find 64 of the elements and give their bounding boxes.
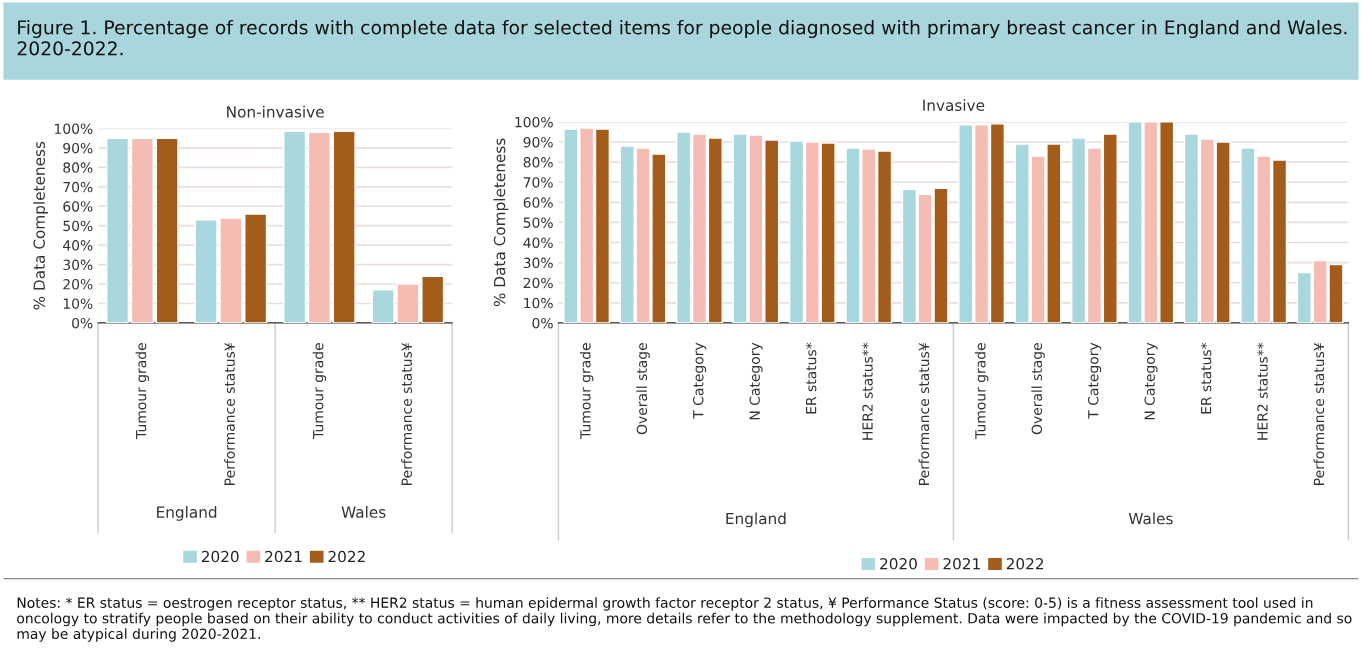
- y-tick-label: 30%: [523, 257, 553, 269]
- y-tick-label: 0%: [72, 317, 93, 329]
- x-tick-label: ER status*: [1200, 342, 1212, 414]
- x-tick-label: Tumour grade: [135, 343, 150, 439]
- text: Wales: [341, 506, 386, 518]
- y-tick-label: 90%: [523, 136, 553, 148]
- y-tick-label: 100%: [55, 123, 93, 134]
- y-tick-label: 0%: [532, 317, 553, 329]
- x-tick-label: Overall stage: [636, 343, 650, 435]
- chart-title: Invasive: [923, 99, 985, 112]
- y-tick-label: 80%: [523, 157, 553, 168]
- y-tick-label: 10%: [524, 297, 553, 309]
- y-axis-title: % Data Completeness: [33, 141, 48, 310]
- x-tick-label: ER status*: [805, 342, 817, 414]
- x-tick-label: Overall stage: [1031, 343, 1045, 435]
- y-axis-title: % Data Completeness: [493, 138, 509, 307]
- bar: [105, 137, 130, 323]
- y-tick-label: 60%: [63, 201, 93, 212]
- y-tick-label: 80%: [63, 162, 93, 173]
- x-tick-label: Performance status¥: [401, 342, 412, 485]
- y-tick-label: 40%: [63, 240, 93, 251]
- text: Notes: * ER status = oestrogen receptor status, ** HER2 status = human epidermal growth factor receptor 2 status, ¥ Performance Status (score: 0-5) is a fitness assessment tool used in oncology to stratify people based on their ability to conduct activities of daily living, more details refer to the methodology supplement. Data were impacted by the COVID-19 pandemic and so may be atypical during 2020-2021.: [17, 597, 1352, 642]
- chart-title: Non-invasive: [227, 105, 324, 118]
- y-tick-label: 20%: [63, 279, 93, 290]
- bar: [130, 137, 154, 323]
- legend-label: 2022: [328, 550, 365, 563]
- bar: [283, 130, 307, 323]
- bar: [421, 275, 445, 323]
- y-tick-label: 30%: [63, 259, 93, 271]
- x-tick-label: Performance status¥: [224, 342, 235, 485]
- y-tick-label: 70%: [523, 177, 553, 188]
- x-tick-label: Tumour grade: [579, 343, 594, 439]
- y-tick-label: 50%: [63, 220, 93, 232]
- y-tick-label: 50%: [523, 217, 553, 228]
- text: Wales: [1128, 512, 1173, 525]
- y-tick-label: 10%: [63, 298, 93, 309]
- x-tick-label: Tumour grade: [312, 343, 327, 439]
- y-tick-label: 90%: [63, 142, 93, 154]
- x-tick-label: Performance status¥: [1313, 342, 1325, 485]
- x-tick-label: T Category: [693, 342, 707, 419]
- y-tick-label: 20%: [523, 277, 553, 289]
- x-tick-label: HER2 status**: [1257, 342, 1268, 440]
- y-tick-label: 100%: [515, 116, 553, 128]
- x-tick-label: Performance status¥: [918, 342, 930, 485]
- bar: [155, 137, 179, 323]
- y-tick-label: 60%: [523, 197, 553, 208]
- x-tick-label: N Category: [1144, 342, 1158, 420]
- x-tick-label: N Category: [749, 342, 763, 420]
- caption: Figure 1. Percentage of records with complete data for selected items for people diagnosed with primary breast cancer in England and Wales. 2020-2022.: [17, 19, 1347, 56]
- legend-label: 2022: [1006, 558, 1044, 570]
- text: England: [157, 506, 217, 521]
- x-tick-label: T Category: [1087, 342, 1102, 419]
- legend-label: 2020: [201, 550, 239, 563]
- x-tick-label: Tumour grade: [974, 343, 989, 439]
- y-tick-label: 40%: [523, 237, 553, 248]
- bar: [332, 130, 356, 323]
- bar: [244, 213, 268, 323]
- bar: [307, 131, 331, 323]
- legend-label: 2021: [265, 550, 302, 563]
- legend-label: 2020: [880, 558, 917, 570]
- x-tick-label: HER2 status**: [862, 342, 873, 440]
- legend-label: 2021: [943, 558, 980, 570]
- y-tick-label: 70%: [63, 181, 93, 193]
- text: England: [726, 512, 786, 528]
